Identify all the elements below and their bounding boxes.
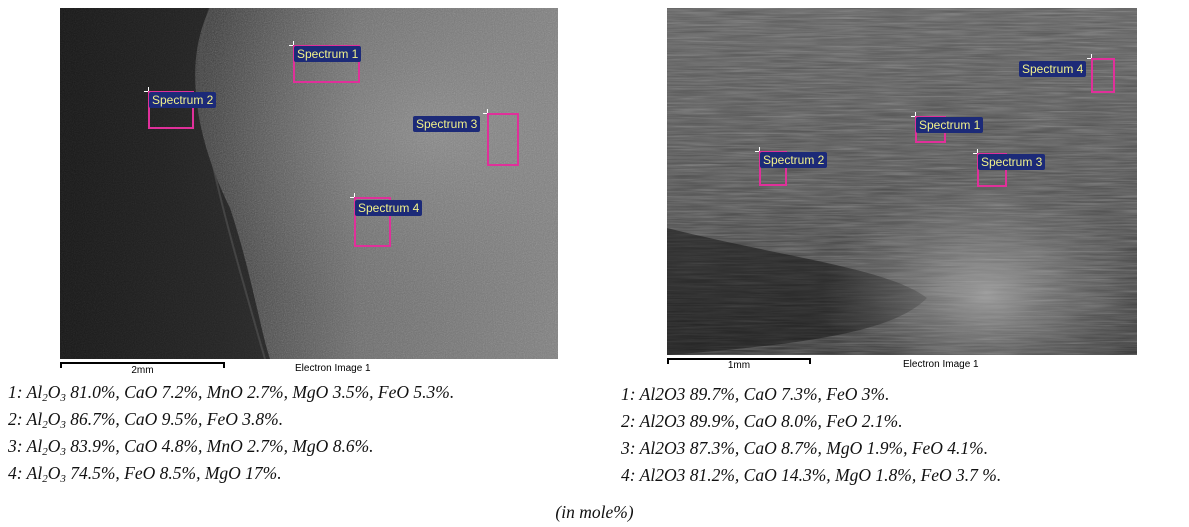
image-caption-right: Electron Image 1 — [903, 359, 979, 370]
spectrum-1-label: Spectrum 1 — [294, 46, 362, 62]
spectrum-3-region — [487, 113, 519, 166]
sem-micrograph-right — [667, 8, 1137, 355]
spectrum-4-label: Spectrum 4 — [1019, 61, 1087, 77]
unit-note: (in mole%) — [555, 502, 634, 522]
composition-right-2: 2: Al2O3 89.9%, CaO 8.0%, FeO 2.1%. — [621, 411, 903, 431]
composition-left-4: 4: Al2O3 74.5%, FeO 8.5%, MgO 17%. — [8, 463, 282, 485]
spectrum-4-region — [354, 197, 391, 247]
composition-left-3: 3: Al2O3 83.9%, CaO 4.8%, MnO 2.7%, MgO … — [8, 436, 374, 458]
composition-right-4: 4: Al2O3 81.2%, CaO 14.3%, MgO 1.8%, FeO… — [621, 465, 1002, 485]
spectrum-4-region — [1091, 58, 1115, 93]
image-caption-left: Electron Image 1 — [295, 363, 371, 374]
sem-image-right: Spectrum 4 Spectrum 1 Spectrum 2 Spectru… — [667, 8, 1137, 355]
scale-bar-left — [60, 362, 225, 368]
spectrum-2-label: Spectrum 2 — [149, 92, 217, 108]
spectrum-1-label: Spectrum 1 — [916, 117, 984, 133]
spectrum-2-label: Spectrum 2 — [760, 152, 828, 168]
scale-bar-right — [667, 358, 811, 364]
composition-left-2: 2: Al2O3 86.7%, CaO 9.5%, FeO 3.8%. — [8, 409, 284, 431]
spectrum-4-label: Spectrum 4 — [355, 200, 423, 216]
spectrum-3-label: Spectrum 3 — [978, 154, 1046, 170]
composition-right-1: 1: Al2O3 89.7%, CaO 7.3%, FeO 3%. — [621, 384, 890, 404]
scale-label-right: 1mm — [727, 360, 751, 371]
sem-micrograph-left — [60, 8, 558, 359]
spectrum-3-label: Spectrum 3 — [413, 116, 481, 132]
scale-label-left: 2mm — [131, 365, 154, 376]
composition-right-3: 3: Al2O3 87.3%, CaO 8.7%, MgO 1.9%, FeO … — [621, 438, 989, 458]
sem-image-left: Spectrum 1 Spectrum 2 Spectrum 3 Spectru… — [60, 8, 558, 359]
composition-left-1: 1: Al2O3 81.0%, CaO 7.2%, MnO 2.7%, MgO … — [8, 382, 455, 404]
